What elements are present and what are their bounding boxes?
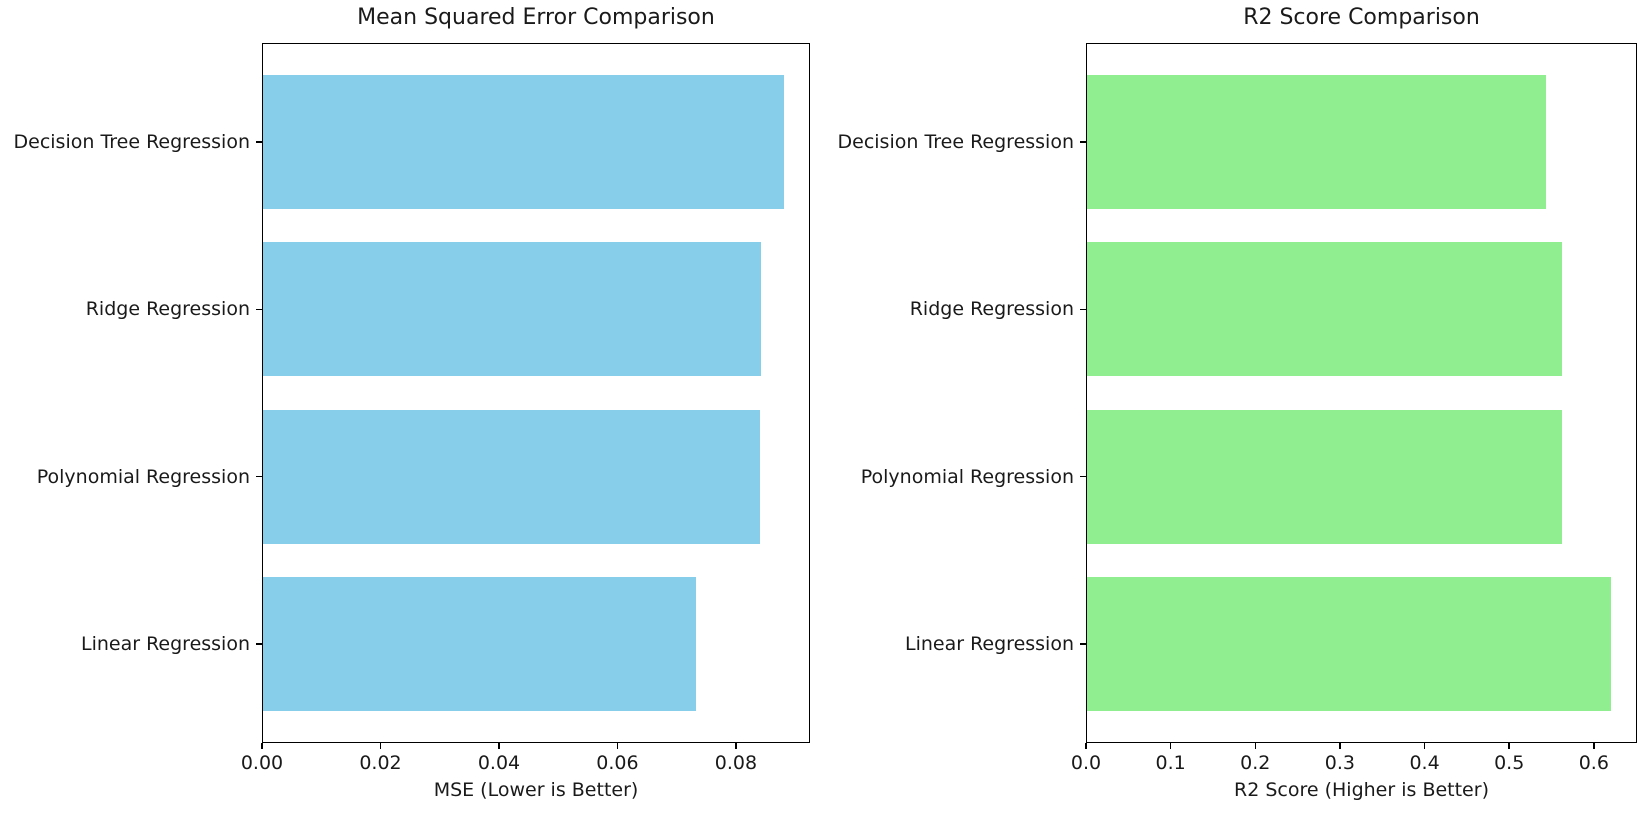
plot-area <box>262 43 810 743</box>
x-tick-mark <box>616 743 619 749</box>
category-label-linear-regression: Linear Regression <box>80 633 250 656</box>
x-tick-mark <box>735 743 737 749</box>
y-tick-mark <box>256 141 262 143</box>
y-tick-mark <box>1080 475 1086 478</box>
y-tick-mark <box>256 308 262 311</box>
x-tick-label: 0.0 <box>1070 752 1102 774</box>
y-tick-mark <box>1080 308 1086 311</box>
x-tick-label: 0.02 <box>359 752 402 774</box>
category-label-polynomial-regression: Polynomial Regression <box>860 465 1074 488</box>
bar-linear-regression <box>1086 577 1611 712</box>
category-label-decision-tree-regression: Decision Tree Regression <box>837 130 1074 153</box>
x-tick-label: 0.06 <box>596 752 639 774</box>
x-tick-label: 0.2 <box>1240 752 1271 774</box>
x-tick-mark <box>1254 743 1257 749</box>
x-axis-label: MSE (Lower is Better) <box>433 779 639 801</box>
x-tick-label: 0.08 <box>714 752 758 774</box>
bar-ridge-regression <box>1086 242 1562 377</box>
category-label-decision-tree-regression: Decision Tree Regression <box>13 130 250 153</box>
plot-area <box>1086 43 1637 743</box>
x-tick-label: 0.1 <box>1155 752 1186 774</box>
x-axis-label: R2 Score (Higher is Better) <box>1234 779 1489 801</box>
chart-title: Mean Squared Error Comparison <box>357 5 715 30</box>
x-tick-mark <box>1508 743 1510 749</box>
category-label-linear-regression: Linear Regression <box>904 633 1074 656</box>
y-tick-mark <box>1080 141 1086 143</box>
category-label-ridge-regression: Ridge Regression <box>85 298 250 321</box>
x-tick-mark <box>1339 743 1341 749</box>
bar-polynomial-regression <box>262 409 760 544</box>
bar-ridge-regression <box>262 242 761 377</box>
x-tick-label: 0.4 <box>1409 752 1440 774</box>
y-tick-mark <box>256 643 262 645</box>
category-label-ridge-regression: Ridge Regression <box>909 298 1074 321</box>
bar-polynomial-regression <box>1086 409 1562 544</box>
x-tick-label: 0.3 <box>1324 752 1356 774</box>
category-label-polynomial-regression: Polynomial Regression <box>36 465 250 488</box>
y-tick-mark <box>256 475 262 478</box>
x-tick-mark <box>1423 743 1426 749</box>
x-tick-mark <box>1169 743 1172 749</box>
bar-decision-tree-regression <box>262 74 784 209</box>
y-tick-mark <box>1080 643 1086 645</box>
bar-linear-regression <box>262 577 697 712</box>
chart-title: R2 Score Comparison <box>1243 5 1480 30</box>
x-tick-label: 0.5 <box>1494 752 1525 774</box>
x-tick-mark <box>498 743 500 749</box>
x-tick-mark <box>1593 743 1595 749</box>
bar-decision-tree-regression <box>1086 74 1547 209</box>
x-tick-mark <box>261 743 263 749</box>
x-tick-mark <box>1085 743 1087 749</box>
x-tick-label: 0.00 <box>240 752 284 774</box>
x-tick-label: 0.04 <box>477 752 521 774</box>
x-tick-mark <box>379 743 382 749</box>
x-tick-label: 0.6 <box>1578 752 1609 774</box>
